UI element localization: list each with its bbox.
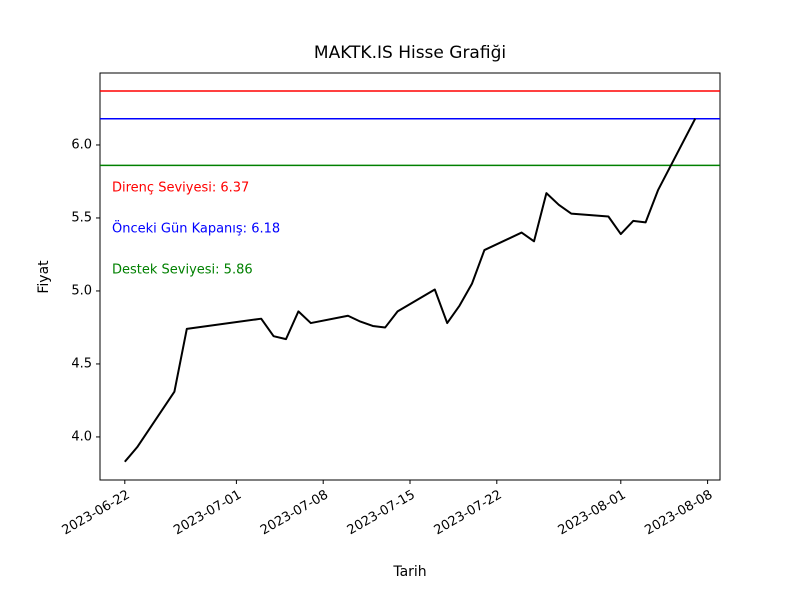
x-tick-label: 2023-08-01 [556,488,629,539]
price-line [124,118,697,463]
x-tick-label: 2023-06-22 [60,488,133,539]
reference-label: Önceki Gün Kapanış: 6.18 [112,220,280,237]
x-axis-label: Tarih [392,564,426,580]
y-tick-label: 5.5 [71,210,92,225]
y-tick-label: 4.5 [71,356,92,371]
x-tick-label: 2023-07-08 [258,488,331,539]
x-tick-label: 2023-08-08 [642,488,715,539]
x-tick-label: 2023-07-15 [345,488,418,539]
y-tick-label: 4.0 [71,429,92,444]
x-tick-label: 2023-07-22 [432,488,505,539]
reference-label: Direnç Seviyesi: 6.37 [112,181,249,196]
chart-title: MAKTK.IS Hisse Grafiği [314,43,506,63]
reference-label: Destek Seviyesi: 5.86 [112,263,253,278]
y-tick-label: 6.0 [71,137,92,152]
y-axis-label: Fiyat [36,260,52,294]
x-tick-label: 2023-07-01 [171,488,244,539]
y-tick-label: 5.0 [71,283,92,298]
